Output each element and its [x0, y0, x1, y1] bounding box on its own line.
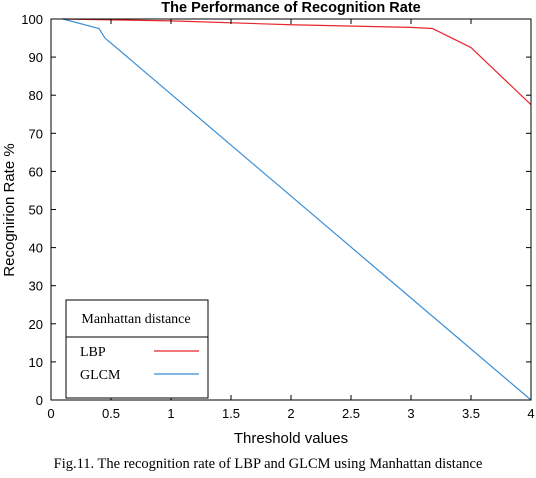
legend-box: [65, 299, 209, 399]
legend-entry-glcm: GLCM: [80, 368, 121, 383]
x-tick-label: 3: [407, 406, 414, 421]
legend-entry-lbp: LBP: [80, 345, 106, 360]
x-tick-label: 3.5: [462, 406, 480, 421]
x-tick-label: 4: [527, 406, 534, 421]
legend-title: Manhattan distance: [81, 312, 190, 327]
y-tick-label: 40: [29, 241, 43, 256]
y-tick-label: 50: [29, 203, 43, 218]
x-axis-label: Threshold values: [234, 430, 348, 447]
y-tick-label: 60: [29, 164, 43, 179]
y-tick-label: 100: [21, 12, 43, 27]
legend: Manhattan distance LBP GLCM: [65, 299, 209, 399]
y-tick-label: 80: [29, 88, 43, 103]
x-tick-label: 1: [167, 406, 174, 421]
x-tick-label: 2.5: [342, 406, 360, 421]
series-line-glcm: [62, 18, 532, 401]
y-tick-label: 30: [29, 279, 43, 294]
y-tick-label: 10: [29, 355, 43, 370]
y-tick-label: 70: [29, 126, 43, 141]
x-tick-label: 2: [287, 406, 294, 421]
y-axis-label: Recognirion Rate %: [1, 143, 18, 276]
figure-caption: Fig.11. The recognition rate of LBP and …: [53, 456, 483, 472]
y-tick-label: 90: [29, 50, 43, 65]
x-tick-label: 0: [47, 406, 54, 421]
chart-title: The Performance of Recognition Rate: [161, 0, 420, 16]
y-tick-label: 20: [29, 317, 43, 332]
y-tick-label: 0: [36, 393, 43, 408]
x-tick-label: 0.5: [102, 406, 120, 421]
x-tick-label: 1.5: [222, 406, 240, 421]
